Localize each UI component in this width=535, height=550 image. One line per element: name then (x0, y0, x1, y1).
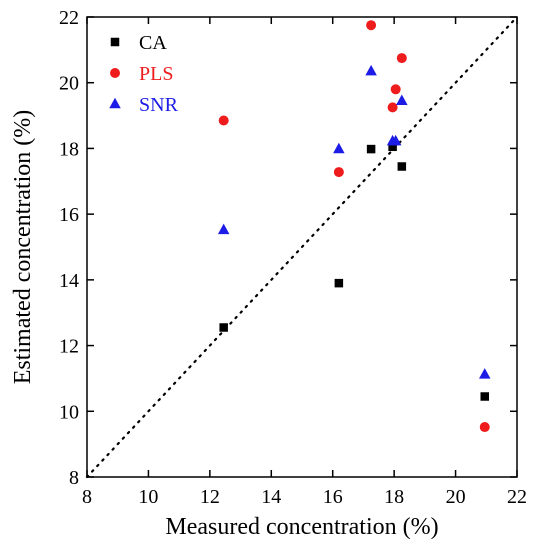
data-point-pls (390, 84, 401, 95)
data-point-ca (219, 323, 228, 332)
x-axis-title: Measured concentration (%) (165, 514, 438, 540)
y-tick-label: 14 (59, 270, 79, 292)
reference-line (85, 15, 519, 479)
x-tick-label: 10 (138, 486, 158, 508)
x-tick-label: 22 (507, 486, 527, 508)
data-point-snr (333, 142, 345, 154)
x-tick-label: 14 (261, 486, 281, 508)
data-points-layer (217, 20, 491, 433)
y-tick-label: 10 (59, 401, 79, 423)
data-point-snr (479, 368, 491, 379)
data-point-pls (479, 422, 490, 433)
data-point-pls (387, 102, 398, 113)
legend-marker-snr (109, 97, 121, 109)
data-point-pls (366, 20, 377, 31)
y-tick-label: 16 (59, 204, 79, 226)
data-point-ca (397, 162, 407, 171)
data-point-snr (396, 94, 408, 105)
x-tick-label: 20 (446, 486, 466, 508)
legend-label-ca: CA (139, 32, 167, 54)
y-axis-title: Estimated concentration (%) (10, 110, 36, 385)
y-tick-label: 18 (59, 138, 79, 160)
y-tick-label: 12 (59, 336, 79, 358)
x-tick-label: 8 (82, 486, 92, 508)
axis-ticks-layer: 8 10 12 14 16 18 20 22 8 10 12 14 16 18 20 22 (59, 7, 527, 508)
data-point-snr (389, 134, 402, 146)
reference-line-layer (85, 15, 519, 479)
data-point-snr (217, 223, 230, 235)
plot-area-frame (86, 16, 518, 478)
x-tick-label: 18 (384, 486, 404, 508)
data-point-pls (218, 115, 229, 126)
data-point-ca (480, 392, 489, 401)
data-point-ca (334, 278, 344, 288)
y-tick-label: 22 (59, 7, 79, 29)
data-point-snr (365, 64, 377, 76)
legend-marker-pls (110, 68, 120, 78)
legend-label-pls: PLS (139, 63, 173, 85)
legend-label-snr: SNR (139, 94, 179, 116)
legend: CA PLS SNR (109, 32, 179, 116)
data-point-ca (366, 144, 376, 154)
legend-marker-ca (110, 37, 120, 47)
data-point-pls (396, 53, 407, 64)
x-tick-label: 16 (323, 486, 343, 508)
y-tick-label: 20 (59, 73, 79, 95)
data-point-pls (333, 167, 344, 178)
data-point-ca (388, 142, 397, 152)
x-tick-label: 12 (200, 486, 220, 508)
y-tick-label: 8 (69, 467, 79, 489)
